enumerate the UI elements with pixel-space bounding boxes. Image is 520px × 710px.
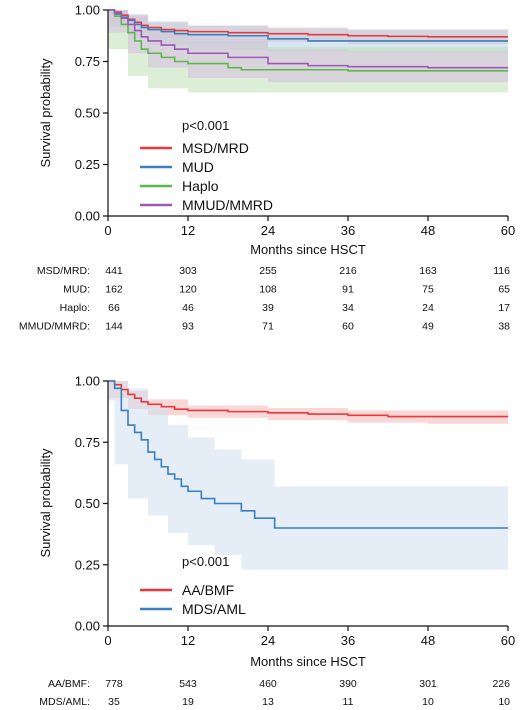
y-axis-title: Survival probability [38, 448, 53, 558]
risk-table: MSD/MRD: 441 303 255 216 163 116 MUD: 162 120 108 9… [19, 265, 510, 333]
y-tick-label: 0.00 [75, 619, 100, 634]
x-tick-label: 12 [181, 223, 195, 238]
y-tick-label: 1.00 [75, 3, 100, 18]
y-tick-label: 0.00 [75, 209, 100, 224]
y-axis-title: Survival probability [38, 58, 53, 168]
x-tick-label: 36 [341, 633, 355, 648]
risk-count: 301 [419, 678, 437, 690]
x-tick-label: 48 [421, 223, 435, 238]
survival-curves [108, 9, 508, 72]
survival-curve [108, 9, 508, 38]
y-tick-label: 1.00 [75, 374, 100, 389]
x-tick-label: 60 [501, 223, 515, 238]
legend-label: MMUD/MMRD [182, 197, 273, 213]
y-tick-label: 0.25 [75, 557, 100, 572]
x-tick-label: 36 [341, 223, 355, 238]
risk-row-label: AA/BMF: [48, 678, 90, 690]
y-axis-ticks: 0.00 0.25 0.50 0.75 1.00 [75, 374, 108, 634]
x-tick-label: 60 [501, 633, 515, 648]
p-value-annotation: p<0.001 [182, 118, 229, 133]
legend-label: MSD/MRD [182, 140, 249, 156]
risk-count: 65 [498, 284, 510, 296]
risk-count: 10 [422, 696, 434, 708]
risk-count: 226 [492, 678, 510, 690]
x-tick-label: 24 [261, 223, 275, 238]
risk-count: 60 [342, 321, 354, 333]
risk-count: 216 [339, 265, 357, 277]
risk-count: 49 [422, 321, 434, 333]
legend: MSD/MRD MUD Haplo MMUD/MMRD [140, 140, 273, 213]
legend-label: MDS/AML [182, 601, 246, 617]
x-tick-label: 0 [104, 223, 111, 238]
risk-count: 13 [262, 696, 274, 708]
risk-count: 24 [422, 302, 434, 314]
risk-count: 778 [105, 678, 123, 690]
x-axis-title: Months since HSCT [250, 242, 366, 257]
survival-curve [108, 380, 508, 529]
x-tick-label: 0 [104, 633, 111, 648]
risk-count: 10 [498, 696, 510, 708]
risk-count: 34 [342, 302, 354, 314]
risk-count: 255 [259, 265, 277, 277]
risk-count: 46 [182, 302, 194, 314]
risk-count: 390 [339, 678, 357, 690]
risk-count: 144 [105, 321, 123, 333]
risk-count: 66 [108, 302, 120, 314]
y-axis-ticks: 0.00 0.25 0.50 0.75 1.00 [75, 3, 108, 224]
survival-curve [108, 380, 508, 418]
risk-count: 39 [262, 302, 274, 314]
risk-count: 19 [182, 696, 194, 708]
risk-row-label: MMUD/MMRD: [19, 321, 90, 333]
risk-count: 35 [108, 696, 120, 708]
legend-label: AA/BMF [182, 582, 234, 598]
x-axis-ticks: 0 12 24 36 48 60 [104, 626, 515, 648]
x-axis-title: Months since HSCT [250, 654, 366, 669]
y-tick-label: 0.25 [75, 157, 100, 172]
survival-curve [108, 9, 508, 69]
legend-label: MUD [182, 159, 214, 175]
risk-count: 303 [179, 265, 197, 277]
x-tick-label: 48 [421, 633, 435, 648]
risk-count: 460 [259, 678, 277, 690]
risk-row-label: MDS/AML: [39, 696, 90, 708]
y-tick-label: 0.75 [75, 435, 100, 450]
risk-count: 11 [343, 696, 354, 708]
risk-row-label: MSD/MRD: [37, 265, 90, 277]
risk-count: 162 [105, 284, 123, 296]
risk-count: 93 [182, 321, 194, 333]
x-axis-ticks: 0 12 24 36 48 60 [104, 216, 515, 238]
risk-count: 91 [342, 284, 354, 296]
risk-count: 38 [498, 321, 510, 333]
panel-1-km-plot: 0.00 0.25 0.50 0.75 1.00 0 12 24 36 48 60 Surviva… [19, 3, 515, 333]
x-tick-label: 12 [181, 633, 195, 648]
risk-count: 543 [179, 678, 197, 690]
ci-bands [108, 10, 508, 93]
y-tick-label: 0.75 [75, 54, 100, 69]
panel-2-km-plot: 0.00 0.25 0.50 0.75 1.00 0 12 24 36 48 60 Surviva… [38, 374, 515, 709]
risk-count: 71 [262, 321, 274, 333]
ci-bands [108, 381, 508, 570]
risk-count: 17 [498, 302, 510, 314]
risk-count: 108 [259, 284, 277, 296]
survival-curve [108, 9, 508, 72]
y-tick-label: 0.50 [75, 496, 100, 511]
y-tick-label: 0.50 [75, 106, 100, 121]
risk-count: 116 [493, 265, 510, 277]
risk-count: 75 [422, 284, 434, 296]
x-tick-label: 24 [261, 633, 275, 648]
legend: AA/BMF MDS/AML [140, 582, 246, 617]
survival-curves [108, 380, 508, 529]
risk-count: 120 [179, 284, 197, 296]
risk-row-label: MUD: [63, 284, 90, 296]
risk-count: 163 [419, 265, 437, 277]
risk-table: AA/BMF: 778 543 460 390 301 226 MDS/AML: 35 19 13 1… [39, 678, 510, 708]
survival-curve [108, 9, 508, 42]
p-value-annotation: p<0.001 [182, 554, 229, 569]
ci-band [108, 381, 508, 570]
ci-band [108, 381, 508, 424]
risk-row-label: Haplo: [60, 302, 90, 314]
legend-label: Haplo [182, 178, 219, 194]
risk-count: 441 [105, 265, 123, 277]
